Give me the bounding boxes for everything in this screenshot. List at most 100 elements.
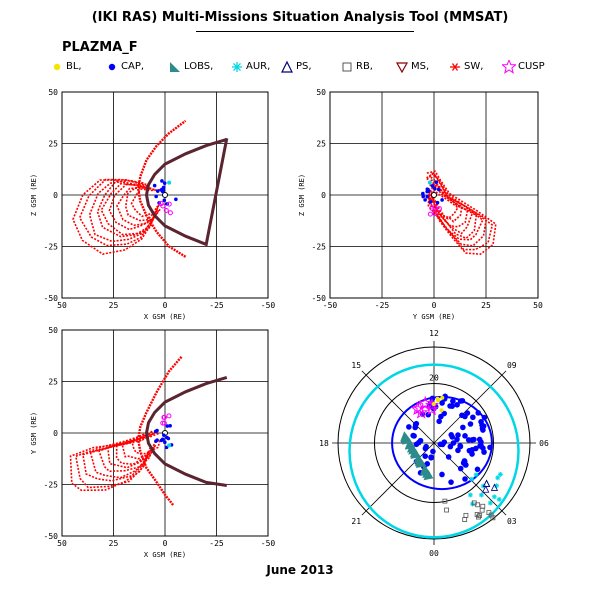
orbit-pass <box>426 170 497 256</box>
dial-spoke <box>361 370 435 444</box>
title-underline <box>196 31 414 32</box>
x-tick-label: 50 <box>57 301 67 310</box>
cap-point <box>448 479 454 485</box>
cap-point <box>462 461 469 468</box>
x-axis-label: X GSM (RE) <box>144 551 186 559</box>
cap-point <box>430 184 435 188</box>
y-tick-label: 0 <box>53 191 58 200</box>
cap-point <box>412 424 418 431</box>
x-tick-label: 25 <box>109 539 119 548</box>
aurora-point <box>495 475 500 480</box>
cap-point <box>450 398 456 404</box>
cap-point <box>462 476 468 482</box>
lobes-point <box>415 457 426 468</box>
cusp-point <box>427 211 433 217</box>
aurora-point <box>497 497 502 502</box>
cusp-point <box>432 211 438 217</box>
panel-mlt-dial: 12 09 06 03 00 21 18 15 20 <box>319 329 549 558</box>
cap-point <box>160 179 164 183</box>
x-tick-label: -50 <box>323 301 338 310</box>
cap-point <box>480 445 486 451</box>
x-tick-label: 50 <box>533 301 543 310</box>
cap-point <box>428 200 433 204</box>
cap-point <box>154 194 158 199</box>
cap-point <box>174 197 178 202</box>
earth-marker <box>162 192 168 198</box>
cap-point <box>432 186 437 191</box>
ps-point <box>490 483 499 491</box>
cap-point <box>448 432 455 438</box>
cap-point <box>459 397 466 404</box>
orbit-pass <box>89 432 155 479</box>
mlt-label: 00 <box>429 549 439 558</box>
legend-label: RB, <box>356 61 373 72</box>
cap-point <box>421 191 425 196</box>
rb-point <box>477 513 483 518</box>
aurora-point <box>488 500 493 506</box>
cap-point <box>439 400 445 406</box>
dial-spoke <box>361 442 435 516</box>
legend-symbol-dot-icon <box>53 63 61 71</box>
orbit-pass <box>72 179 155 255</box>
cap-point <box>439 471 445 478</box>
cap-point <box>413 441 420 448</box>
x-tick-label: -25 <box>209 539 224 548</box>
dial-spoke <box>433 370 507 444</box>
x-tick-label: 25 <box>481 301 491 310</box>
cap-point <box>454 436 460 443</box>
ps-point <box>482 479 491 487</box>
cap-point <box>424 461 431 467</box>
cap-point <box>467 421 474 427</box>
cap-point <box>163 440 167 445</box>
aurora-point <box>492 494 497 499</box>
lobes-point <box>406 442 417 453</box>
cap-point <box>455 432 461 438</box>
y-axis-label: Y GSM (RE) <box>30 412 38 454</box>
orbit-pass <box>431 183 463 223</box>
cap-point <box>152 183 157 188</box>
cusp-point <box>436 206 442 212</box>
aurora-point <box>498 472 503 477</box>
legend-label: PS, <box>296 61 312 72</box>
cap-point <box>487 444 493 451</box>
cap-point <box>423 443 429 450</box>
aurora-point <box>469 477 474 482</box>
bow-shock-line <box>136 119 187 258</box>
rb-point <box>444 507 449 513</box>
rb-point <box>474 512 480 517</box>
cusp-point <box>161 414 167 420</box>
cap-point <box>428 454 434 461</box>
plot-area <box>69 356 228 506</box>
orbit-pass <box>130 188 161 218</box>
magnetopause-line <box>144 375 228 487</box>
aurora-point <box>167 180 172 185</box>
x-tick-label: -50 <box>261 301 276 310</box>
plot-area <box>72 119 229 258</box>
dataset-label: PLAZMA_F <box>62 40 138 55</box>
cusp-point <box>432 205 438 211</box>
x-axis-label: X GSM (RE) <box>144 313 186 321</box>
legend-symbol-asterisk-icon <box>450 63 460 71</box>
cap-point <box>454 402 460 408</box>
cap-point <box>471 436 477 443</box>
orbit-pass <box>88 179 156 243</box>
legend-symbol-star-open-icon <box>502 60 516 74</box>
x-tick-label: -50 <box>261 539 276 548</box>
cap-point <box>470 414 476 421</box>
mlt-label: 18 <box>319 439 329 448</box>
cap-point <box>459 412 465 419</box>
y-tick-label: 25 <box>48 140 58 149</box>
orbit-pass <box>431 183 459 220</box>
page-title: (IKI RAS) Multi-Missions Situation Analy… <box>91 10 509 25</box>
cap-point <box>162 181 167 185</box>
cap-point <box>155 189 160 193</box>
orbit-pass <box>121 431 159 460</box>
cap-point <box>434 180 439 184</box>
legend-symbol-triangle-icon <box>281 60 293 73</box>
legend-symbol-star-icon <box>232 62 242 72</box>
rb-point <box>442 498 448 504</box>
y-tick-label: 0 <box>321 191 326 200</box>
cap-point <box>421 194 426 199</box>
bl-point <box>431 402 436 407</box>
rb-point <box>463 512 469 518</box>
